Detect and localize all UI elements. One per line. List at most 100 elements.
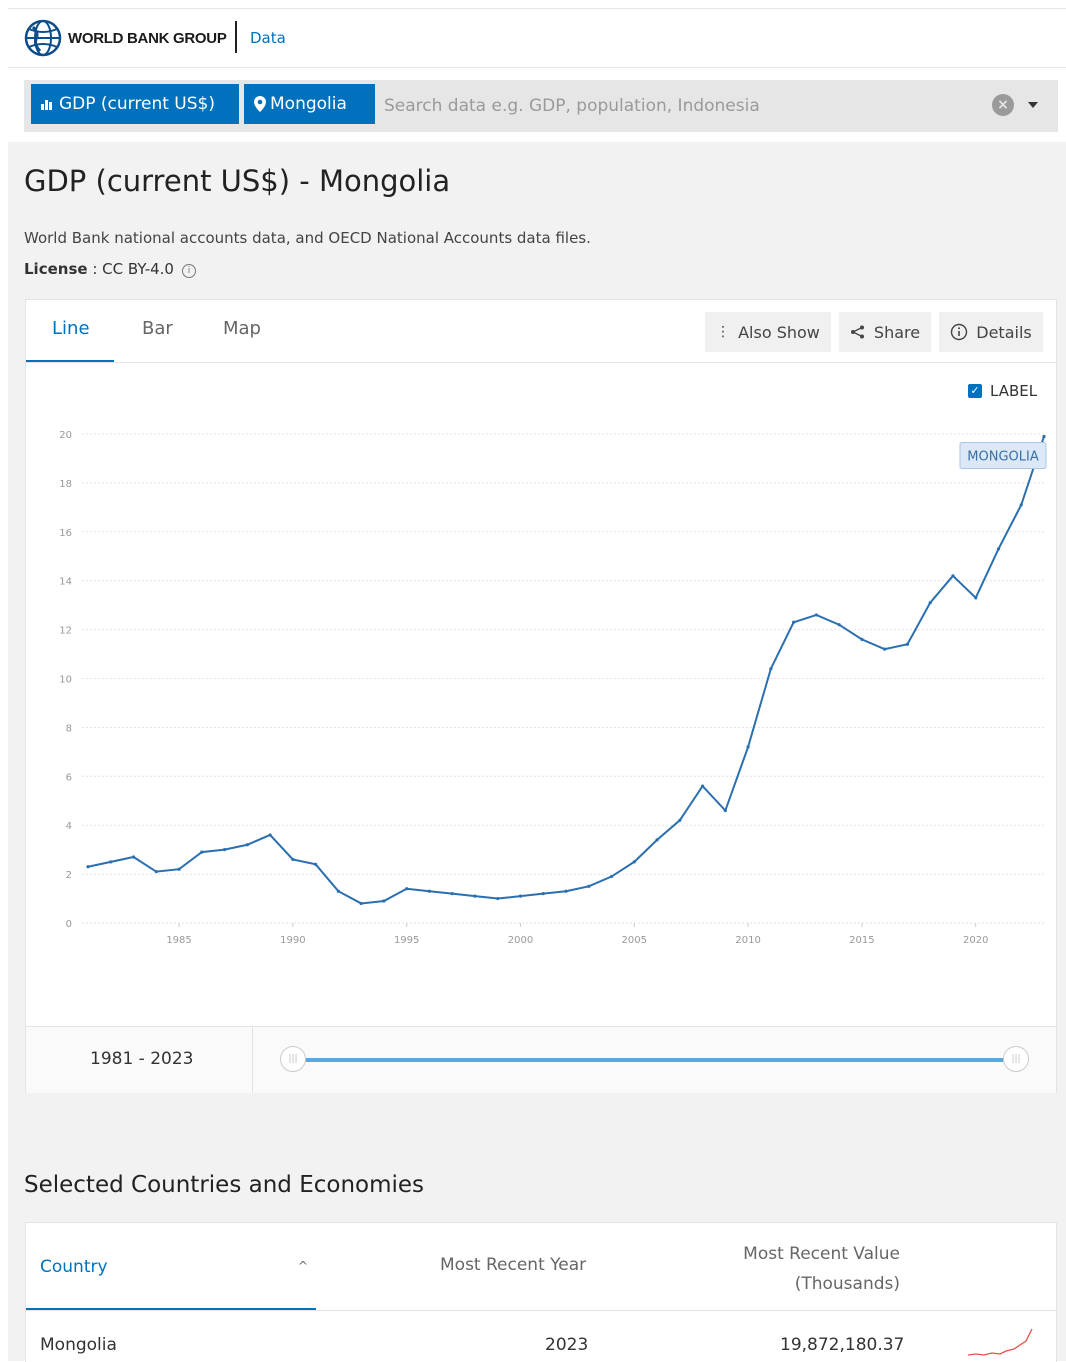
column-header-value-line1: Most Recent Value bbox=[743, 1244, 900, 1264]
globe-icon bbox=[24, 19, 62, 57]
section-title: Selected Countries and Economies bbox=[24, 1172, 425, 1198]
range-divider bbox=[252, 1027, 253, 1093]
page-title: GDP (current US$) - Mongolia bbox=[24, 164, 451, 198]
info-icon[interactable]: i bbox=[181, 264, 196, 278]
country-cell[interactable]: Mongolia bbox=[40, 1335, 117, 1355]
data-point bbox=[700, 784, 705, 788]
data-point bbox=[222, 848, 227, 852]
y-tick-label: 8 bbox=[66, 723, 72, 734]
range-start-handle[interactable]: ||| bbox=[280, 1046, 306, 1072]
y-tick-label: 16 bbox=[59, 528, 72, 539]
data-point bbox=[131, 855, 136, 859]
data-point bbox=[587, 884, 591, 888]
data-point bbox=[473, 894, 477, 898]
sparkline-path bbox=[967, 1328, 1033, 1356]
range-slider-track[interactable] bbox=[294, 1058, 1018, 1062]
data-point bbox=[450, 892, 454, 896]
data-point bbox=[996, 547, 1001, 551]
y-tick-label: 0 bbox=[66, 919, 72, 930]
indicator-chip[interactable]: GDP (current US$) bbox=[31, 84, 239, 124]
license-label: License bbox=[24, 260, 88, 278]
license-line: License : CC BY-4.0 i bbox=[24, 260, 196, 278]
tab-divider bbox=[26, 362, 1056, 363]
chart-card: 0 2 4 6 8 10 12 14 16 18 20 1985 1990 1995 2000 2005 201… bbox=[25, 299, 1057, 1093]
data-point bbox=[837, 623, 841, 627]
x-tick-label: 2015 bbox=[849, 935, 874, 946]
y-tick-label: 20 bbox=[59, 430, 72, 441]
y-tick-label: 18 bbox=[59, 479, 72, 490]
data-point bbox=[792, 620, 796, 624]
y-tick-label: 14 bbox=[59, 577, 72, 588]
details-button[interactable]: Details bbox=[939, 312, 1043, 352]
column-header-value[interactable]: Most Recent Value (Thousands) bbox=[686, 1239, 900, 1299]
column-header-year[interactable]: Most Recent Year bbox=[440, 1255, 587, 1275]
clear-icon[interactable]: × bbox=[992, 94, 1014, 116]
data-point bbox=[1019, 503, 1023, 507]
share-button[interactable]: Share bbox=[839, 312, 931, 352]
data-point bbox=[905, 642, 910, 646]
data-point bbox=[518, 894, 523, 898]
series-line bbox=[87, 436, 1045, 905]
y-tick-label: 4 bbox=[66, 821, 72, 832]
chevron-down-icon[interactable] bbox=[1028, 102, 1038, 108]
checkbox-checked-icon[interactable]: ✓ bbox=[968, 384, 982, 398]
data-nav-link[interactable]: Data bbox=[250, 29, 286, 47]
info-circle-icon bbox=[951, 323, 968, 341]
org-name: WORLD BANK GROUP bbox=[68, 29, 227, 47]
y-tick-label: 6 bbox=[66, 772, 72, 783]
data-point bbox=[245, 843, 249, 847]
data-point bbox=[632, 860, 636, 864]
x-tick-label: 2000 bbox=[508, 935, 533, 946]
series-label-box bbox=[959, 441, 1047, 469]
year-cell: 2023 bbox=[545, 1335, 589, 1355]
map-pin-icon bbox=[254, 96, 266, 112]
share-icon bbox=[850, 325, 864, 339]
data-point bbox=[177, 867, 181, 871]
search-bar: GDP (current US$) Mongolia × bbox=[24, 80, 1058, 132]
tab-line[interactable]: Line bbox=[52, 318, 90, 339]
country-chip[interactable]: Mongolia bbox=[244, 84, 375, 124]
more-vertical-icon: ⋮ bbox=[716, 324, 731, 340]
data-point bbox=[405, 887, 409, 891]
range-end-handle[interactable]: ||| bbox=[1003, 1046, 1029, 1072]
details-label: Details bbox=[976, 322, 1032, 342]
data-point bbox=[382, 899, 386, 903]
data-point bbox=[564, 889, 568, 893]
tab-bar[interactable]: Bar bbox=[142, 318, 173, 339]
data-point bbox=[655, 838, 659, 842]
x-tick-label: 1990 bbox=[280, 935, 305, 946]
data-point bbox=[314, 862, 318, 866]
data-point bbox=[154, 870, 158, 874]
data-point bbox=[860, 637, 864, 641]
data-point bbox=[86, 865, 90, 869]
data-point bbox=[723, 808, 727, 813]
sorted-column-indicator bbox=[26, 1308, 316, 1310]
bar-chart-icon bbox=[41, 100, 52, 110]
world-bank-logo[interactable]: WORLD BANK GROUP bbox=[24, 19, 227, 57]
search-input[interactable] bbox=[376, 86, 986, 126]
sort-ascending-icon[interactable]: ^ bbox=[298, 1259, 309, 1273]
license-value: : CC BY-4.0 bbox=[87, 260, 174, 278]
series-label: MONGOLIA bbox=[967, 449, 1039, 464]
label-toggle-text: LABEL bbox=[990, 382, 1038, 400]
tab-map[interactable]: Map bbox=[223, 318, 261, 339]
y-tick-label: 2 bbox=[66, 870, 72, 881]
year-range-row: 1981 - 2023 ||| ||| bbox=[26, 1026, 1056, 1093]
data-point bbox=[609, 874, 614, 879]
data-point bbox=[359, 901, 363, 906]
value-cell: 19,872,180.37 bbox=[780, 1335, 905, 1355]
x-tick-label: 2010 bbox=[735, 935, 760, 946]
data-point bbox=[678, 818, 682, 822]
column-header-country[interactable]: Country bbox=[40, 1257, 108, 1277]
data-point bbox=[336, 889, 340, 893]
data-point bbox=[769, 667, 773, 671]
data-point bbox=[427, 889, 432, 893]
also-show-button[interactable]: ⋮ Also Show bbox=[705, 312, 831, 352]
data-point bbox=[496, 896, 500, 901]
country-chip-label: Mongolia bbox=[270, 94, 347, 114]
x-tick-label: 1995 bbox=[394, 935, 419, 946]
share-label: Share bbox=[873, 322, 921, 342]
line-chart: 0 2 4 6 8 10 12 14 16 18 20 1985 1990 1995 2000 2005 201… bbox=[59, 430, 1047, 946]
x-tick-label: 2020 bbox=[963, 935, 988, 946]
label-toggle[interactable]: ✓ LABEL bbox=[968, 382, 1037, 400]
